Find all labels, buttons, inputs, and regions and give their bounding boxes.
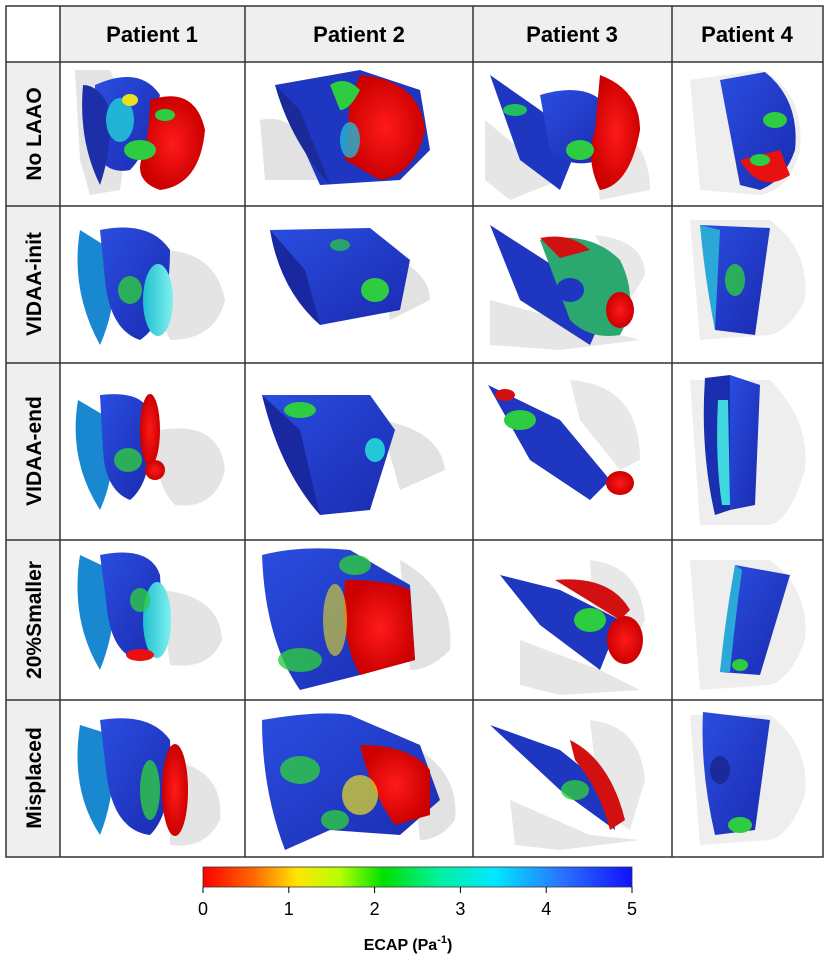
image-p4-vidaa-end xyxy=(690,375,806,525)
image-p3-no-laao xyxy=(485,75,650,200)
row-header-vidaa-end: VIDAA-end xyxy=(23,396,46,506)
image-p1-vidaa-init xyxy=(77,227,225,345)
table-grid xyxy=(5,5,824,858)
image-p1-vidaa-end xyxy=(75,394,225,510)
row-header-misplaced: Misplaced xyxy=(23,727,46,829)
image-p2-misplaced xyxy=(262,713,456,850)
image-p2-vidaa-end xyxy=(262,395,445,515)
column-header-patient-2: Patient 2 xyxy=(313,22,405,47)
colorbar-tick-label: 4 xyxy=(541,899,551,919)
image-p4-20-smaller xyxy=(690,560,806,690)
header-row xyxy=(6,6,823,857)
row-header-vidaa-init: VIDAA-init xyxy=(23,232,46,336)
image-p2-20-smaller xyxy=(262,548,451,690)
row-header-no-laao: No LAAO xyxy=(23,87,46,180)
colorbar-tick-label: 5 xyxy=(627,899,637,919)
row-header-20-smaller: 20%Smaller xyxy=(23,561,46,679)
image-p3-vidaa-init xyxy=(490,225,645,350)
image-p2-vidaa-init xyxy=(270,228,430,325)
image-p4-vidaa-init xyxy=(690,220,806,340)
column-header-patient-4: Patient 4 xyxy=(701,22,793,47)
image-p1-misplaced xyxy=(77,718,221,846)
colorbar-tick-label: 3 xyxy=(455,899,465,919)
image-p1-20-smaller xyxy=(77,552,222,670)
image-p3-misplaced xyxy=(490,720,645,850)
column-header-patient-1: Patient 1 xyxy=(106,22,198,47)
image-p4-no-laao xyxy=(690,70,801,195)
image-p3-vidaa-end xyxy=(488,380,640,500)
colorbar-tick-label: 2 xyxy=(370,899,380,919)
image-p1-no-laao xyxy=(75,70,205,195)
colorbar-ticks: 0 1 2 3 4 5 xyxy=(198,887,637,919)
colorbar-label: ECAP (Pa-1) xyxy=(364,934,453,954)
colorbar: 0 1 2 3 4 5 ECAP (Pa-1) xyxy=(198,866,637,954)
image-p3-20-smaller xyxy=(500,560,645,695)
colorbar-gradient xyxy=(202,866,633,888)
colorbar-tick-label: 1 xyxy=(284,899,294,919)
column-header-patient-3: Patient 3 xyxy=(526,22,618,47)
colorbar-tick-label: 0 xyxy=(198,899,208,919)
image-p2-no-laao xyxy=(255,70,465,200)
image-p4-misplaced xyxy=(690,712,806,845)
